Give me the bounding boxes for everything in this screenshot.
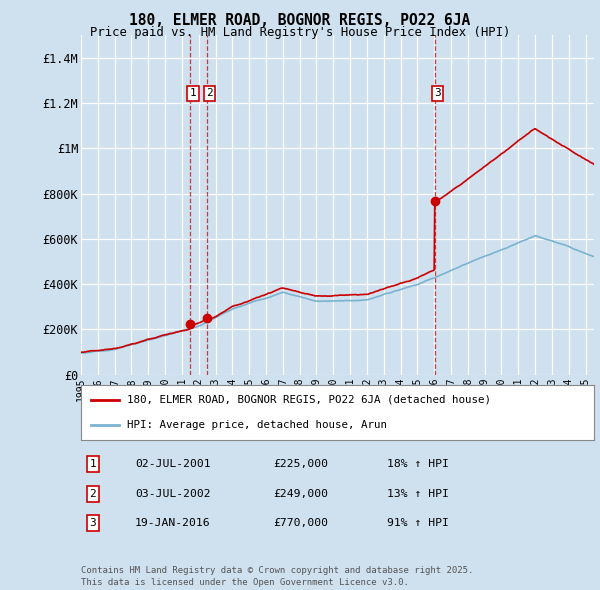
Text: 180, ELMER ROAD, BOGNOR REGIS, PO22 6JA: 180, ELMER ROAD, BOGNOR REGIS, PO22 6JA bbox=[130, 13, 470, 28]
Text: 180, ELMER ROAD, BOGNOR REGIS, PO22 6JA (detached house): 180, ELMER ROAD, BOGNOR REGIS, PO22 6JA … bbox=[127, 395, 491, 405]
Text: 3: 3 bbox=[434, 88, 441, 98]
Text: 2: 2 bbox=[89, 489, 97, 499]
Text: 1: 1 bbox=[190, 88, 196, 98]
Text: 13% ↑ HPI: 13% ↑ HPI bbox=[387, 489, 449, 499]
Text: 3: 3 bbox=[89, 519, 97, 528]
Text: Price paid vs. HM Land Registry's House Price Index (HPI): Price paid vs. HM Land Registry's House … bbox=[90, 26, 510, 39]
Text: £770,000: £770,000 bbox=[273, 519, 328, 528]
Text: Contains HM Land Registry data © Crown copyright and database right 2025.
This d: Contains HM Land Registry data © Crown c… bbox=[81, 566, 473, 587]
Text: HPI: Average price, detached house, Arun: HPI: Average price, detached house, Arun bbox=[127, 420, 387, 430]
Text: 03-JUL-2002: 03-JUL-2002 bbox=[135, 489, 211, 499]
Text: 1: 1 bbox=[89, 460, 97, 469]
Text: 18% ↑ HPI: 18% ↑ HPI bbox=[387, 460, 449, 469]
Text: 19-JAN-2016: 19-JAN-2016 bbox=[135, 519, 211, 528]
Text: £249,000: £249,000 bbox=[273, 489, 328, 499]
Text: 91% ↑ HPI: 91% ↑ HPI bbox=[387, 519, 449, 528]
Text: 2: 2 bbox=[206, 88, 213, 98]
Text: £225,000: £225,000 bbox=[273, 460, 328, 469]
Text: 02-JUL-2001: 02-JUL-2001 bbox=[135, 460, 211, 469]
